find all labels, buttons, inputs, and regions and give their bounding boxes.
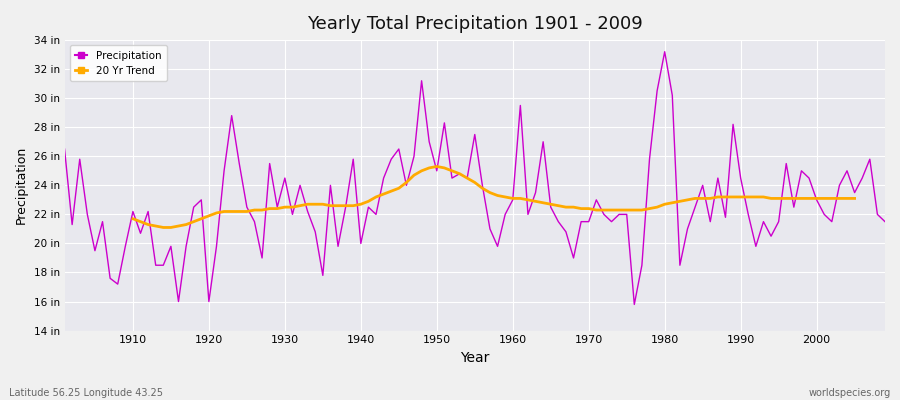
Y-axis label: Precipitation: Precipitation [15,146,28,224]
Title: Yearly Total Precipitation 1901 - 2009: Yearly Total Precipitation 1901 - 2009 [307,15,643,33]
X-axis label: Year: Year [460,351,490,365]
Text: Latitude 56.25 Longitude 43.25: Latitude 56.25 Longitude 43.25 [9,388,163,398]
Legend: Precipitation, 20 Yr Trend: Precipitation, 20 Yr Trend [70,45,166,81]
Text: worldspecies.org: worldspecies.org [809,388,891,398]
